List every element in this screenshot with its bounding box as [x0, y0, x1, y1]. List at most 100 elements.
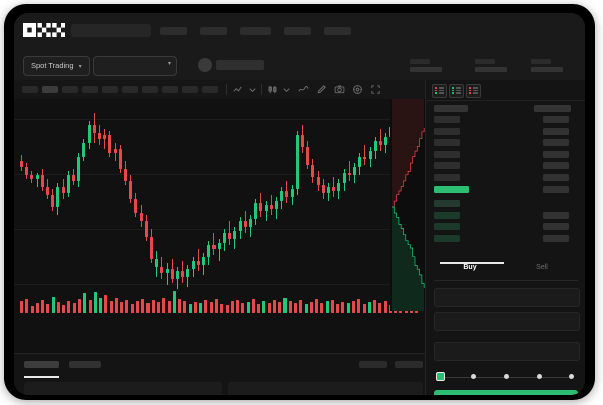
- bottom-card-1[interactable]: [24, 382, 222, 395]
- volume-bar: [378, 303, 382, 313]
- timeframe-3[interactable]: [62, 86, 78, 93]
- volume-bar: [67, 301, 71, 313]
- search-input[interactable]: [71, 24, 151, 37]
- orderbook-ask-amount-5[interactable]: [543, 173, 569, 181]
- candle: [51, 189, 55, 211]
- volume-bar: [373, 300, 377, 313]
- candle: [92, 113, 96, 143]
- price-chart[interactable]: [14, 99, 425, 353]
- candle: [306, 141, 310, 169]
- chevron-down-icon: ▾: [167, 61, 171, 67]
- orderbook-last-price[interactable]: [434, 186, 469, 193]
- slider-stop-50[interactable]: [504, 374, 509, 379]
- orderbook-last-amount[interactable]: [543, 186, 569, 193]
- volume-bar: [35, 303, 39, 313]
- volume-bar: [178, 299, 182, 313]
- nav-item-3[interactable]: [240, 27, 271, 35]
- nav-item-5[interactable]: [324, 27, 351, 35]
- timeframe-6[interactable]: [122, 86, 138, 93]
- slider-stop-100[interactable]: [569, 374, 574, 379]
- orderbook-bid-price-1[interactable]: [434, 211, 460, 219]
- orderbook-view-both[interactable]: [432, 84, 447, 98]
- chevron-down-icon[interactable]: [247, 84, 258, 95]
- volume-bar: [135, 301, 139, 313]
- percent-slider[interactable]: [436, 372, 576, 382]
- chart-type-icon[interactable]: [267, 84, 278, 95]
- volume-bar: [72, 303, 76, 313]
- candle: [46, 179, 50, 199]
- indicators-icon[interactable]: [233, 84, 244, 95]
- timeframe-2[interactable]: [42, 86, 58, 93]
- orderbook-ask-amount-4[interactable]: [543, 162, 569, 169]
- orderbook-ask-price-3[interactable]: [434, 150, 460, 158]
- slider-stop-25[interactable]: [471, 374, 476, 379]
- ticker-stat-1-value: [410, 67, 442, 72]
- volume-bar: [272, 300, 276, 313]
- trendline-icon[interactable]: [298, 84, 309, 95]
- orderbook-ask-price-2[interactable]: [434, 139, 460, 146]
- slider-handle[interactable]: [436, 372, 445, 381]
- bottom-card-2[interactable]: [228, 382, 423, 395]
- nav-item-2[interactable]: [200, 27, 227, 35]
- candle: [165, 263, 169, 285]
- orderbook-bid-price-0[interactable]: [434, 200, 460, 207]
- volume-bar: [167, 301, 171, 313]
- nav-item-4[interactable]: [284, 27, 311, 35]
- pencil-icon[interactable]: [316, 84, 327, 95]
- timeframe-4[interactable]: [82, 86, 98, 93]
- bottom-tab-2[interactable]: [69, 361, 101, 368]
- total-input[interactable]: [434, 342, 580, 361]
- tab-sell[interactable]: Sell: [506, 264, 578, 271]
- bottom-action-2[interactable]: [395, 361, 423, 368]
- orderbook-ask-amount-2[interactable]: [543, 139, 569, 146]
- market-type-dropdown[interactable]: Spot Trading ▾: [23, 56, 90, 76]
- volume-bar: [141, 299, 145, 313]
- orderbook-bid-price-3[interactable]: [434, 234, 460, 242]
- amount-input[interactable]: [434, 312, 580, 331]
- orderbook-ask-amount-3[interactable]: [543, 150, 569, 158]
- volume-bar: [341, 302, 345, 313]
- candle: [285, 181, 289, 203]
- timeframe-10[interactable]: [202, 86, 218, 93]
- timeframe-5[interactable]: [102, 86, 118, 93]
- bottom-tab-1[interactable]: [24, 361, 59, 368]
- orderbook-header-amount[interactable]: [534, 105, 571, 112]
- timeframe-1[interactable]: [22, 86, 38, 93]
- orderbook-bid-amount-3[interactable]: [543, 234, 569, 242]
- pair-select[interactable]: ▾: [93, 56, 177, 76]
- tab-buy-underline: [440, 262, 504, 264]
- candle: [160, 257, 164, 279]
- orderbook-view-bids[interactable]: [449, 84, 464, 98]
- orderbook-ask-price-4[interactable]: [434, 162, 460, 169]
- nav-item-1[interactable]: [160, 27, 187, 35]
- settings-icon[interactable]: [352, 84, 363, 95]
- market-depth-overlay: [390, 99, 425, 311]
- okx-logo[interactable]: [23, 23, 66, 37]
- orderbook-ask-price-5[interactable]: [434, 173, 460, 181]
- slider-stop-75[interactable]: [537, 374, 542, 379]
- orderbook-view-asks[interactable]: [466, 84, 481, 98]
- price-input[interactable]: [434, 288, 580, 307]
- orderbook-header-price[interactable]: [434, 105, 468, 112]
- tab-buy[interactable]: Buy: [434, 262, 506, 271]
- volume-bar: [157, 302, 161, 313]
- candle: [20, 155, 24, 171]
- timeframe-8[interactable]: [162, 86, 178, 93]
- volume-bar: [109, 301, 113, 313]
- orderbook-ask-amount-0[interactable]: [543, 116, 569, 123]
- chevron-down-icon[interactable]: [281, 84, 292, 95]
- fullscreen-icon[interactable]: [370, 84, 381, 95]
- candle: [176, 267, 180, 289]
- timeframe-9[interactable]: [182, 86, 198, 93]
- orderbook-ask-price-1[interactable]: [434, 127, 460, 135]
- buy-button[interactable]: [434, 390, 578, 395]
- camera-icon[interactable]: [334, 84, 345, 95]
- timeframe-7[interactable]: [142, 86, 158, 93]
- volume-bar: [309, 302, 313, 313]
- orderbook-bid-amount-2[interactable]: [543, 223, 569, 230]
- orderbook-bid-price-2[interactable]: [434, 223, 460, 230]
- orderbook-bid-amount-1[interactable]: [543, 211, 569, 219]
- orderbook-ask-price-0[interactable]: [434, 116, 460, 123]
- bottom-action-1[interactable]: [359, 361, 387, 368]
- orderbook-ask-amount-1[interactable]: [543, 127, 569, 135]
